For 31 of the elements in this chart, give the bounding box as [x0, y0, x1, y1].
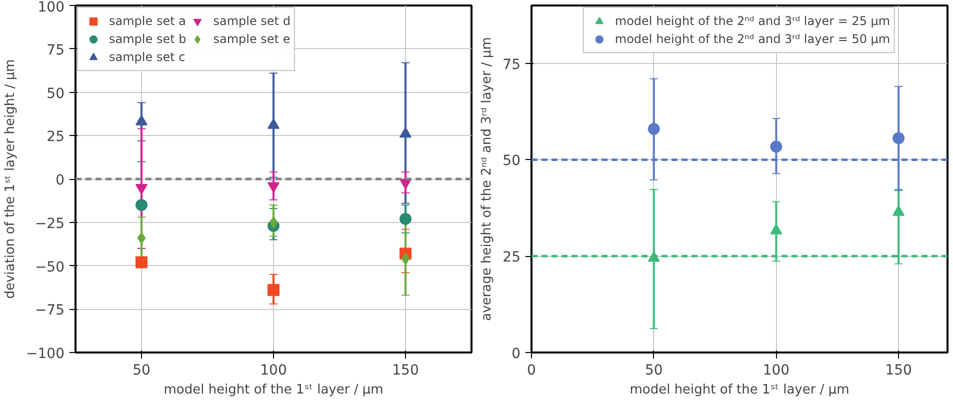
y-tick-label: 0	[512, 346, 521, 362]
y-axis-title: deviation of the 1ˢᵗ layer height / µm	[3, 59, 18, 299]
y-tick-label: −50	[34, 259, 64, 276]
y-tick-label: −75	[34, 302, 64, 319]
x-tick-label: 100	[762, 362, 790, 378]
x-tick-label: 150	[885, 362, 912, 378]
legend-label: sample set d	[213, 13, 290, 30]
x-tick-label: 100	[260, 362, 287, 378]
x-tick-label: 0	[527, 362, 536, 378]
x-tick-label: 50	[132, 362, 150, 378]
y-tick-label: 25	[502, 250, 521, 266]
y-tick-label: −25	[34, 216, 64, 232]
y-tick-label: 100	[38, 0, 65, 16]
y-tick-label: 50	[46, 86, 65, 102]
legend-label: model height of the 2ⁿᵈ and 3ʳᵈ layer = 25 µm	[614, 13, 890, 30]
y-axis-title: average height of the 2ⁿᵈ and 3ʳᵈ layer / µm	[480, 37, 495, 321]
y-tick-label: 0	[56, 172, 65, 188]
legend-label: sample set b	[109, 31, 186, 48]
y-tick-label: 25	[46, 129, 65, 146]
legend-label: sample set a	[109, 13, 186, 30]
y-tick-label: 50	[502, 153, 521, 170]
legend-label: sample set e	[213, 31, 290, 48]
x-axis-title: model height of the 1ˢᵗ layer / µm	[630, 382, 850, 398]
legend-label: sample set c	[109, 49, 186, 66]
x-tick-label: 50	[644, 362, 663, 378]
y-tick-label: 75	[502, 56, 521, 73]
y-tick-label: 75	[46, 42, 65, 58]
x-axis-title: model height of the 1ˢᵗ layer / µm	[164, 382, 384, 398]
x-tick-label: 150	[392, 362, 419, 378]
y-tick-label: −100	[26, 346, 64, 362]
legend-label: model height of the 2ⁿᵈ and 3ʳᵈ layer = 50 µm	[614, 31, 890, 48]
